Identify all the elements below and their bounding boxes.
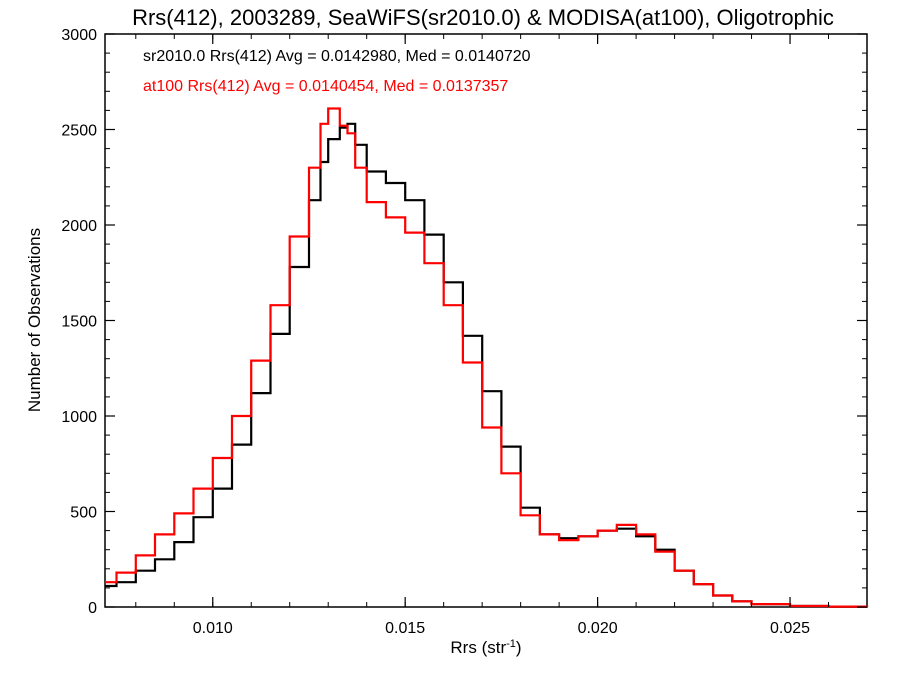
y-axis-label: Number of Observations <box>25 228 44 412</box>
y-tick-label: 0 <box>88 600 97 617</box>
y-tick-label: 2500 <box>61 123 97 140</box>
x-axis-label-main: Rrs (str <box>450 638 506 657</box>
y-tick-label: 1000 <box>61 409 97 426</box>
y-tick-label: 500 <box>70 505 97 522</box>
y-axis-ticks: 0 500 1000 1500 2000 2500 3000 <box>61 27 867 617</box>
x-axis-label-superscript: -1 <box>506 638 516 650</box>
y-tick-label: 3000 <box>61 27 97 44</box>
y-tick-label: 2000 <box>61 218 97 235</box>
x-tick-label: 0.020 <box>578 620 618 637</box>
x-axis-label: Rrs (str-1) <box>450 638 521 657</box>
x-tick-label: 0.015 <box>385 620 425 637</box>
annotation-sr2010-stats: sr2010.0 Rrs(412) Avg = 0.0142980, Med =… <box>143 48 531 65</box>
x-tick-label: 0.025 <box>770 620 810 637</box>
series-line-sr2010.0 <box>105 122 869 608</box>
x-axis-label-suffix: ) <box>516 638 522 657</box>
series-layer <box>105 107 869 608</box>
chart-title: Rrs(412), 2003289, SeaWiFS(sr2010.0) & M… <box>132 5 834 30</box>
annotation-at100-stats: at100 Rrs(412) Avg = 0.0140454, Med = 0.… <box>143 78 508 95</box>
x-tick-label: 0.010 <box>193 620 233 637</box>
plot-frame <box>104 33 868 608</box>
y-tick-label: 1500 <box>61 314 97 331</box>
series-line-at100 <box>105 107 869 608</box>
x-axis-ticks: 0.010 0.015 0.020 0.025 <box>135 34 830 637</box>
